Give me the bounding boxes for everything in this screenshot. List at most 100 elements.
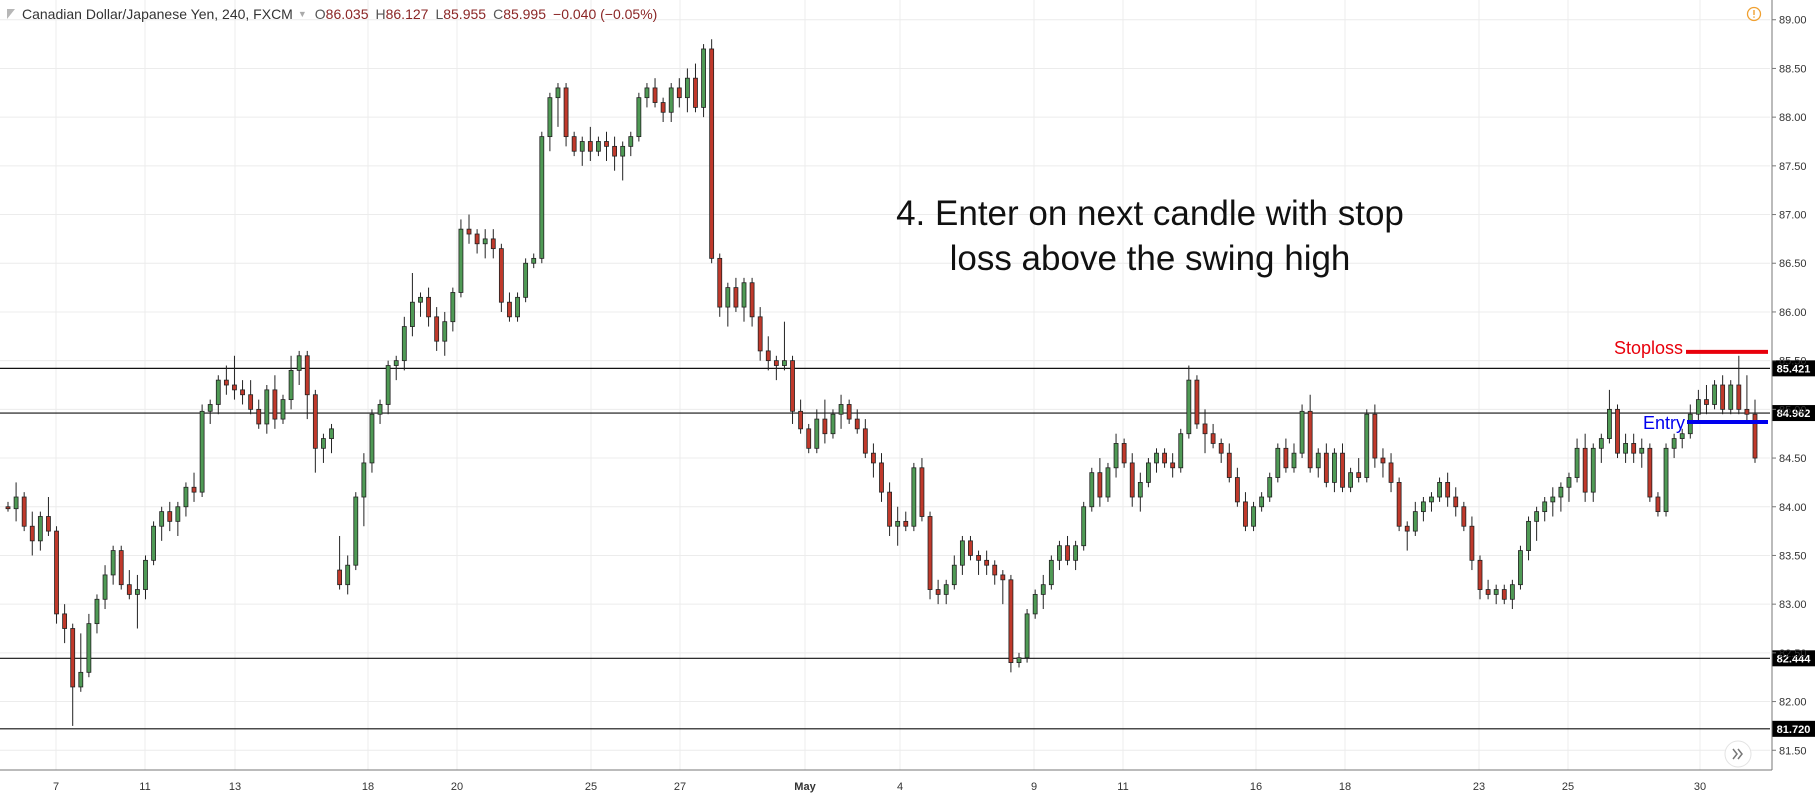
candle [523,258,529,303]
y-tick-label: 85.00 [1779,404,1807,416]
candle [782,321,787,371]
grid [0,0,1770,770]
candle [806,423,812,454]
candle [822,399,828,444]
alert-info-icon[interactable] [1746,6,1762,22]
y-tick-label: 87.00 [1779,210,1807,222]
candle [1210,423,1216,449]
candle [1558,482,1564,512]
x-tick-label: 25 [585,781,597,793]
low-value: 85.955 [443,6,487,22]
candle [1372,404,1378,468]
candle [1323,443,1329,488]
candle [321,433,326,463]
candle [1461,501,1467,532]
candle [361,453,367,527]
candle [232,355,237,400]
candle [1437,477,1442,502]
candle [951,555,957,590]
candle [458,219,464,298]
candle [693,63,698,113]
candle [312,389,318,473]
level-badge [1772,405,1815,422]
candle [223,365,229,395]
candle [515,292,520,322]
candle [976,550,981,575]
candle [5,501,11,512]
candle [1728,380,1734,415]
candle [984,550,990,575]
candle [337,535,343,590]
candle [1453,487,1459,517]
chevron-down-icon[interactable]: ▼ [297,9,307,19]
candle [385,360,391,415]
candle [1332,448,1337,493]
candle [13,482,19,522]
candle [652,78,658,108]
high-value: 86.127 [385,6,429,22]
candle [1267,472,1273,502]
candle [110,545,116,585]
candle [1736,355,1742,415]
y-tick-label: 81.50 [1779,745,1807,757]
candle [1752,399,1758,463]
candle [466,214,472,244]
candle [725,282,731,327]
candle [490,229,496,259]
candle [1639,438,1645,468]
candle [571,131,577,157]
y-tick-label: 85.50 [1779,356,1807,368]
candle [304,350,310,420]
double-chevron-right-icon[interactable] [1723,739,1753,769]
candle [547,92,553,152]
candle [1695,389,1701,424]
candle [126,570,132,600]
change-value: −0.040 (−0.05%) [553,6,658,22]
time-axis[interactable]: 7 11 13 18 20 25 27 May 4 9 11 16 18 23 25 30 [0,769,1772,793]
candle [143,555,148,600]
y-tick-label: 82.50 [1779,648,1807,660]
candle [1469,516,1475,571]
candle [70,623,76,726]
candle [175,501,181,536]
level-badge-label: 84.962 [1777,408,1811,420]
candle [1097,458,1103,507]
candle [401,316,407,371]
candle [1396,477,1402,532]
candle [1485,579,1491,600]
candle [1477,555,1483,600]
candle [1574,438,1580,483]
close-value: 85.995 [503,6,547,22]
candle [62,604,68,644]
candle [1348,467,1354,493]
candle [1251,501,1256,532]
y-tick-label: 84.50 [1779,453,1807,465]
candle [21,492,27,532]
candle [1291,443,1297,473]
high-label: H [375,6,386,22]
close-label: C [493,6,504,22]
candle [959,535,965,575]
price-axis[interactable]: 81.50 82.00 82.50 83.00 83.50 84.00 84.50 85.00… [1771,0,1807,770]
candle [579,136,585,166]
x-tick-label: 23 [1473,781,1485,793]
candle [1744,375,1750,424]
candle [377,399,383,424]
candle [620,141,626,181]
x-tick-label: 18 [362,781,374,793]
candle [272,375,278,429]
candle [879,453,884,502]
y-tick-label: 83.00 [1779,599,1807,611]
candle [596,136,601,157]
candle [587,126,593,161]
candle [1671,433,1677,459]
annotation-line-2: loss above the swing high [950,239,1351,278]
candle [903,511,909,532]
candle [1275,443,1281,483]
candle [474,229,480,254]
symbol-title[interactable]: Canadian Dollar/Japanese Yen, 240, FXCM [22,6,293,22]
candle [563,83,569,147]
y-tick-label: 88.50 [1779,63,1807,75]
candle [1380,448,1386,478]
